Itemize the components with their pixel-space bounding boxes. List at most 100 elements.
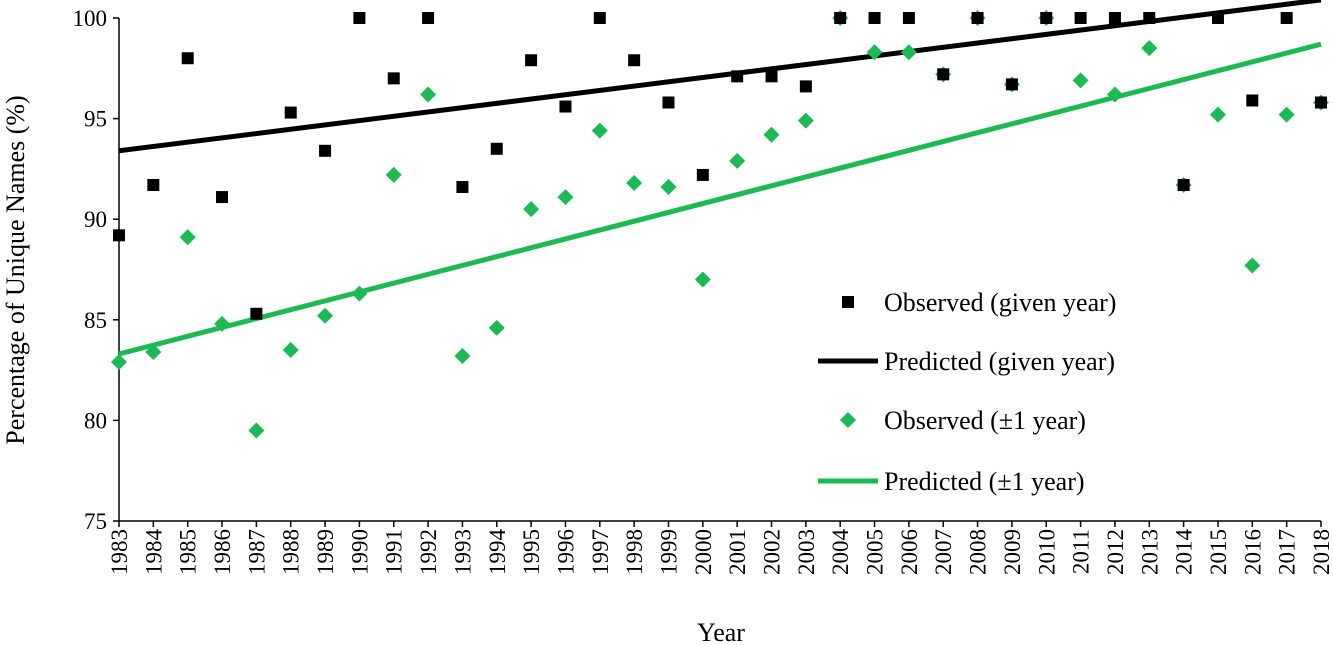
data-point-square <box>1005 78 1018 91</box>
legend: Observed (given year) Predicted (given ye… <box>818 288 1116 496</box>
data-point-diamond <box>351 285 368 302</box>
data-point-diamond <box>866 44 883 61</box>
y-axis-title: Percentage of Unique Names (%) <box>1 95 30 444</box>
data-point-square <box>1177 178 1190 191</box>
axes <box>118 18 1321 522</box>
data-point-diamond <box>626 174 643 191</box>
x-tick-label: 1991 <box>382 529 407 575</box>
x-tick-label: 2011 <box>1069 529 1094 574</box>
data-point-square <box>525 54 538 67</box>
data-point-diamond <box>694 271 711 288</box>
x-tick-label: 2010 <box>1034 529 1059 575</box>
data-point-square <box>1143 12 1156 24</box>
y-tick-label: 75 <box>84 509 107 534</box>
data-point-square <box>696 168 709 181</box>
data-point-diamond <box>145 343 162 360</box>
data-point-diamond <box>1278 106 1295 123</box>
data-point-diamond <box>317 307 334 324</box>
data-point-diamond <box>797 112 814 129</box>
data-point-square <box>971 12 984 24</box>
data-point-diamond <box>660 179 677 196</box>
data-point-diamond <box>111 354 127 371</box>
data-point-square <box>1211 12 1224 24</box>
legend-square-icon <box>842 296 854 308</box>
legend-label: Observed (±1 year) <box>884 406 1086 435</box>
data-point-square <box>902 12 915 24</box>
x-tick-label: 2001 <box>725 529 750 575</box>
x-tick-label: 2017 <box>1275 529 1300 575</box>
data-point-square <box>868 12 881 24</box>
data-point-square <box>834 12 847 24</box>
data-point-square <box>181 52 194 65</box>
x-tick-label: 2015 <box>1206 529 1231 575</box>
data-point-square <box>1074 12 1087 24</box>
x-tick-label: 2006 <box>897 529 922 575</box>
data-point-diamond <box>1141 40 1158 57</box>
trend-line <box>118 41 1322 357</box>
legend-label: Predicted (given year) <box>884 347 1115 376</box>
data-point-square <box>628 54 641 67</box>
data-point-diamond <box>385 166 402 183</box>
data-point-square <box>731 70 744 83</box>
x-tick-label: 1999 <box>656 529 681 575</box>
x-tick-label: 2003 <box>794 529 819 575</box>
x-tick-label: 2008 <box>966 529 991 575</box>
data-point-square <box>1040 12 1053 24</box>
data-point-diamond <box>1209 106 1226 123</box>
data-point-diamond <box>454 348 471 365</box>
x-tick-label: 2000 <box>691 529 716 575</box>
data-point-diamond <box>1244 257 1261 274</box>
data-point-diamond <box>420 86 437 103</box>
trend-lines <box>118 0 1322 357</box>
x-tick-label: 1988 <box>279 529 304 575</box>
data-point-diamond <box>488 319 505 336</box>
x-tick-label: 1983 <box>107 529 132 575</box>
data-point-square <box>422 12 435 24</box>
data-point-diamond <box>1072 72 1089 89</box>
legend-label: Observed (given year) <box>884 288 1116 317</box>
x-tick-label: 2009 <box>1000 529 1025 575</box>
data-point-diamond <box>282 341 299 358</box>
x-tick-label: 1984 <box>141 529 166 576</box>
x-tick-label: 2016 <box>1240 529 1265 575</box>
x-tick-label: 1995 <box>519 529 544 575</box>
legend-diamond-icon <box>840 412 856 428</box>
x-tick-label: 1989 <box>313 529 338 575</box>
data-point-square <box>1246 94 1259 107</box>
x-tick-label: 2018 <box>1309 529 1333 575</box>
data-point-square <box>216 191 229 204</box>
y-tick-label: 90 <box>84 207 107 232</box>
x-tick-label: 2002 <box>760 529 785 575</box>
x-tick-label: 1997 <box>588 529 613 575</box>
y-tick-label: 95 <box>84 107 107 132</box>
data-point-square <box>284 106 297 119</box>
x-tick-label: 1994 <box>485 529 510 576</box>
y-tick-label: 80 <box>84 408 107 433</box>
x-tick-label: 1998 <box>622 529 647 575</box>
trend-line <box>118 0 1322 154</box>
y-tick-label: 85 <box>84 308 107 333</box>
data-point-square <box>937 68 950 81</box>
data-point-square <box>113 229 125 242</box>
data-point-diamond <box>248 422 265 439</box>
x-tick-label: 1987 <box>244 529 269 575</box>
legend-label: Predicted (±1 year) <box>884 467 1085 496</box>
data-point-square <box>147 178 160 191</box>
data-point-diamond <box>729 152 746 169</box>
data-point-square <box>456 181 469 194</box>
x-tick-label: 1985 <box>176 529 201 575</box>
data-point-square <box>319 144 332 157</box>
x-tick-label: 1992 <box>416 529 441 575</box>
data-point-square <box>353 12 366 24</box>
x-tick-label: 1993 <box>450 529 475 575</box>
x-tick-label: 1990 <box>347 529 372 575</box>
x-tick-label: 2005 <box>863 529 888 575</box>
data-point-diamond <box>214 315 231 332</box>
data-point-diamond <box>523 201 540 218</box>
data-point-square <box>387 72 400 85</box>
data-point-square <box>559 100 572 113</box>
data-point-diamond <box>763 126 780 143</box>
data-point-square <box>490 142 503 155</box>
x-tick-label: 2004 <box>828 529 853 576</box>
